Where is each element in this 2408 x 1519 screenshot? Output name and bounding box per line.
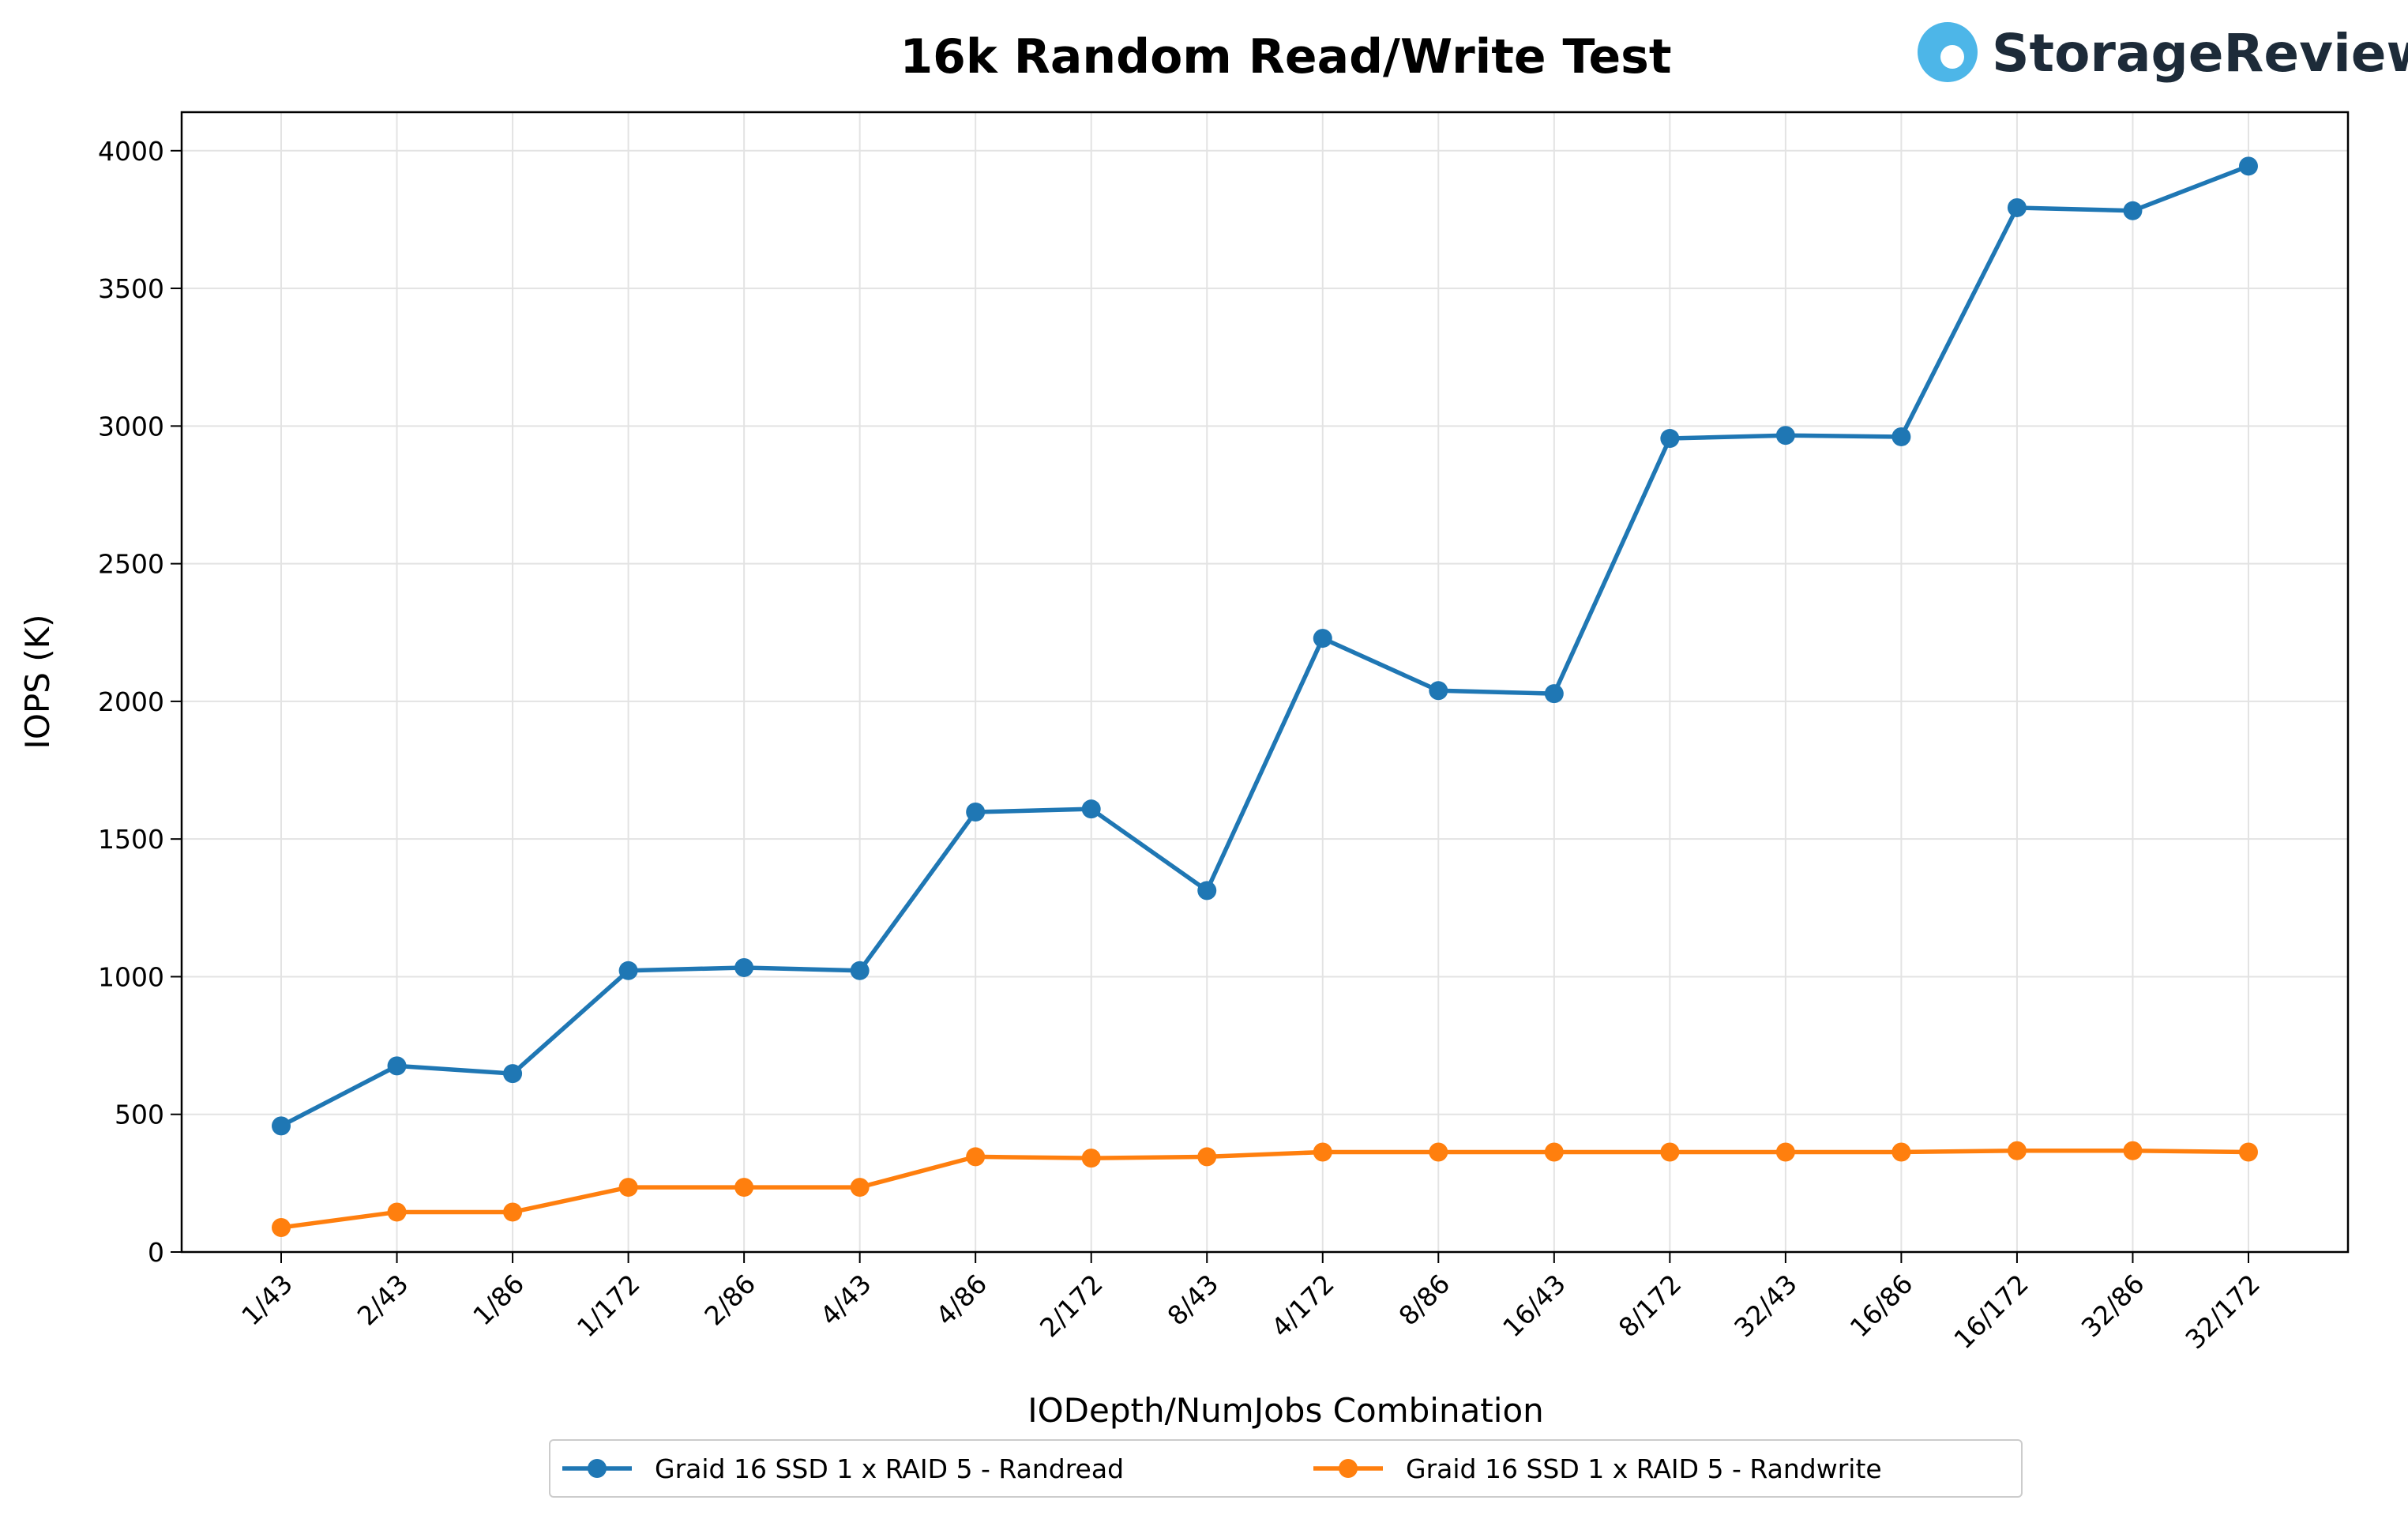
y-tick-label: 0 (148, 1237, 164, 1268)
x-tick-label: 32/86 (2076, 1269, 2151, 1344)
data-point (387, 1202, 407, 1222)
y-tick-label: 3000 (98, 411, 164, 442)
x-tick-label: 1/172 (571, 1269, 646, 1344)
x-tick-label: 8/86 (1392, 1269, 1456, 1332)
data-point (1197, 881, 1217, 900)
data-point (734, 1178, 754, 1198)
data-point (1544, 684, 1564, 704)
plot-frame (180, 111, 2350, 1254)
data-point (850, 961, 870, 980)
brand-icon-hole (1940, 45, 1964, 69)
data-point (1544, 1142, 1564, 1162)
data-point (2238, 156, 2258, 176)
x-tick-label: 8/172 (1613, 1269, 1688, 1344)
y-tick-label: 1000 (98, 961, 164, 992)
legend-label: Graid 16 SSD 1 x RAID 5 - Randwrite (1406, 1453, 1882, 1484)
x-tick-label: 32/43 (1728, 1269, 1803, 1344)
x-tick-label: 2/172 (1034, 1269, 1109, 1344)
x-tick-label: 4/43 (814, 1269, 877, 1332)
legend-marker (588, 1459, 607, 1478)
data-point (1775, 426, 1795, 446)
chart-title: 16k Random Read/Write Test (900, 29, 1671, 85)
data-point (2123, 201, 2143, 220)
data-point (618, 961, 638, 980)
data-point (503, 1202, 523, 1222)
data-point (2238, 1142, 2258, 1162)
brand-logo: StorageReview (1918, 22, 2408, 84)
data-point (2007, 1141, 2027, 1160)
x-tick-label: 16/86 (1844, 1269, 1919, 1344)
data-point (1429, 681, 1448, 701)
y-tick-label: 2000 (98, 686, 164, 717)
data-point (387, 1056, 407, 1076)
x-tick-label: 16/172 (1948, 1269, 2034, 1355)
data-point (734, 957, 754, 977)
x-tick-label: 2/86 (698, 1269, 761, 1332)
data-point (1660, 429, 1680, 449)
data-point (1313, 1142, 1332, 1162)
x-tick-label: 2/43 (351, 1269, 415, 1332)
data-point (966, 1147, 986, 1167)
x-tick-label: 4/86 (930, 1269, 993, 1332)
data-point (272, 1217, 291, 1237)
data-point (272, 1116, 291, 1136)
data-point (503, 1064, 523, 1084)
data-point (1429, 1142, 1448, 1162)
data-point (1081, 799, 1101, 819)
x-tick-label: 32/172 (2179, 1269, 2266, 1355)
y-tick-label: 4000 (98, 136, 164, 167)
data-point (1775, 1142, 1795, 1162)
x-axis-label: IODepth/NumJobs Combination (1027, 1391, 1544, 1430)
data-point (1313, 629, 1332, 649)
x-tick-label: 16/43 (1497, 1269, 1572, 1344)
y-tick-label: 1500 (98, 824, 164, 855)
data-point (1081, 1149, 1101, 1168)
x-tick-label: 1/43 (235, 1269, 299, 1332)
y-tick-label: 500 (115, 1100, 164, 1130)
y-tick-label: 3500 (98, 273, 164, 304)
brand-name: StorageReview (1992, 23, 2408, 84)
data-point (1197, 1147, 1217, 1167)
data-point (1660, 1142, 1680, 1162)
data-point (1891, 427, 1911, 446)
data-point (966, 803, 986, 822)
data-point (1891, 1142, 1911, 1162)
y-tick-label: 2500 (98, 549, 164, 580)
series-line (280, 1148, 2249, 1230)
data-point (2123, 1141, 2143, 1160)
x-tick-label: 4/172 (1265, 1269, 1340, 1344)
data-point (850, 1178, 870, 1198)
data-point (2007, 197, 2027, 217)
legend: Graid 16 SSD 1 x RAID 5 - Randread Graid … (549, 1439, 2023, 1498)
legend-marker (1339, 1459, 1358, 1478)
legend-box (549, 1439, 2023, 1498)
legend-label: Graid 16 SSD 1 x RAID 5 - Randread (655, 1453, 1124, 1484)
x-tick-label: 8/43 (1161, 1269, 1224, 1332)
series-line (280, 164, 2249, 1128)
x-tick-label: 1/86 (467, 1269, 530, 1332)
y-axis-label: IOPS (K) (18, 614, 57, 749)
data-point (618, 1178, 638, 1198)
